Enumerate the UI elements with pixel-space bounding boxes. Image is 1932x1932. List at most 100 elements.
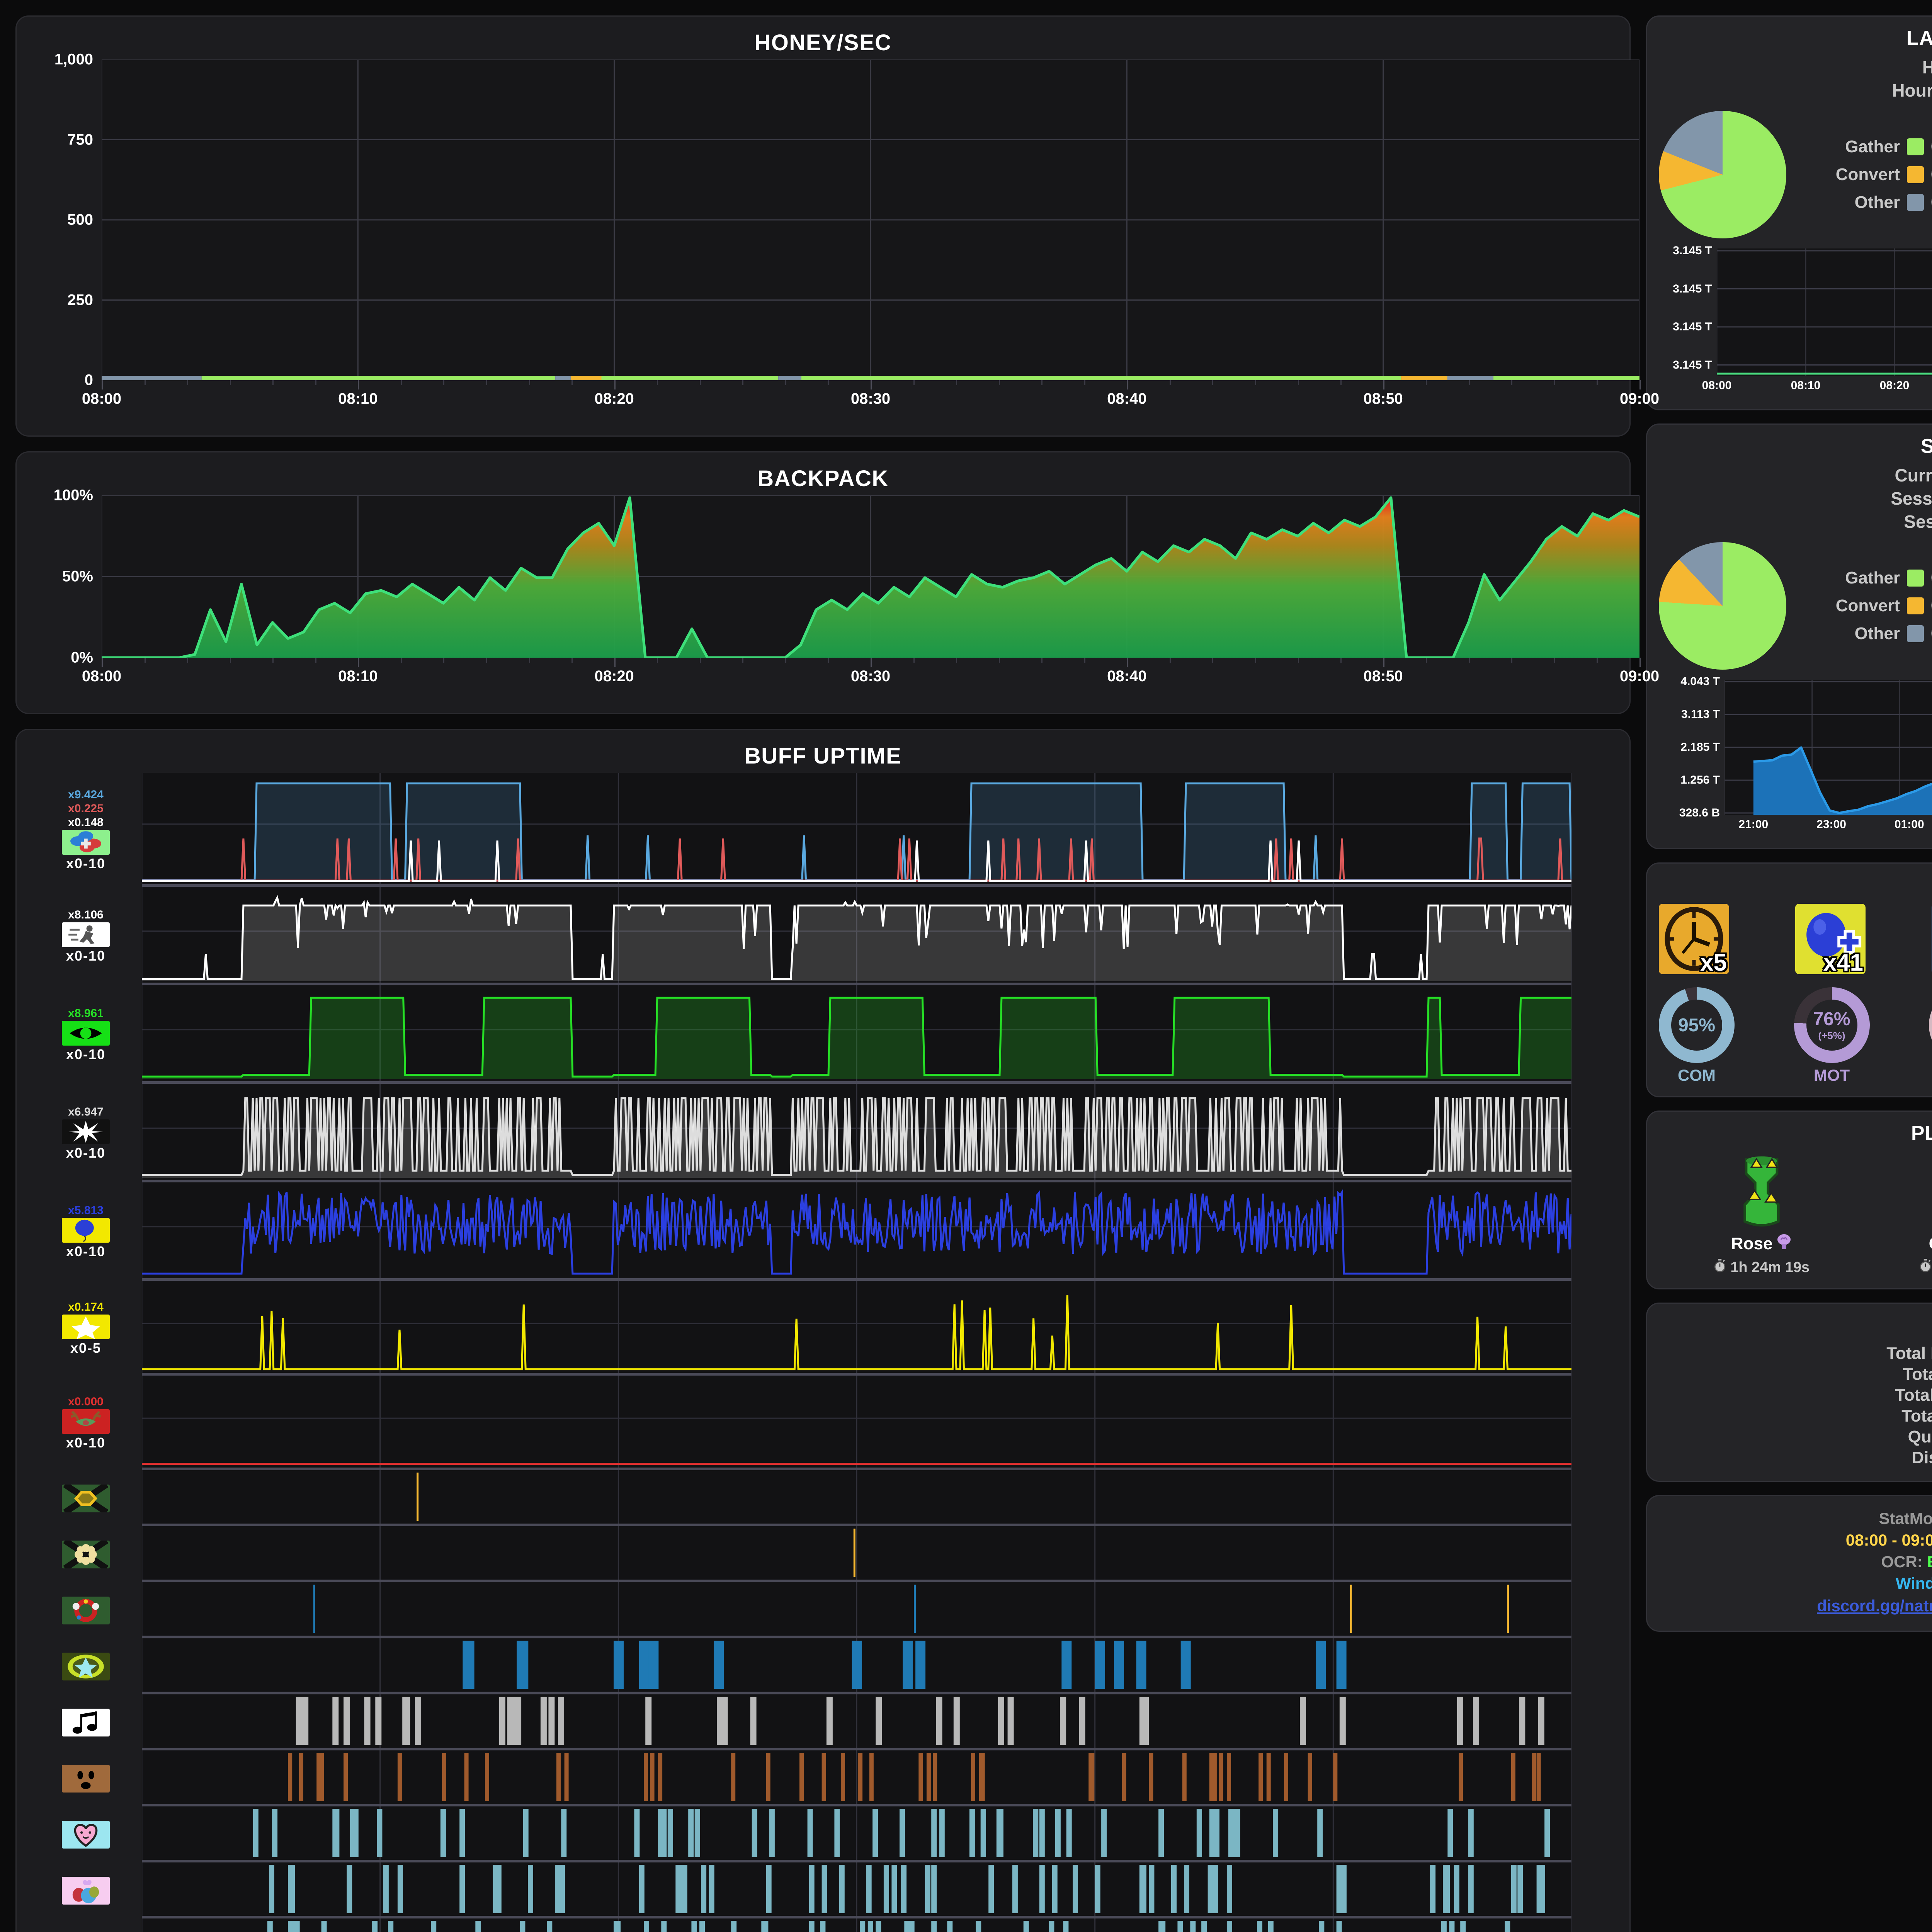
- x-axis-tick: [699, 658, 701, 663]
- mini-y-tick: 3.113 T: [1681, 708, 1720, 721]
- planter-label: Cactus: [1929, 1234, 1932, 1253]
- buffs-panel: BUFFS x5x41x6.00x0x1 95%COM76%(+5%)MOT84…: [1646, 862, 1932, 1097]
- buff-clock-icon[interactable]: x5: [1659, 904, 1729, 974]
- ring-delta: (+5%): [1818, 1030, 1845, 1041]
- x-axis-tick: [1212, 658, 1214, 663]
- buff-row-token-flower[interactable]: [30, 1526, 142, 1582]
- x-axis-label: 08:10: [338, 668, 378, 685]
- x-axis-tick: [1639, 380, 1641, 389]
- buff-row-compass[interactable]: N: [30, 1918, 142, 1932]
- x-axis-tick: [1383, 380, 1384, 389]
- buff-row-star[interactable]: x0.174 x0-5: [30, 1281, 142, 1376]
- mini-x-tick: 08:20: [1879, 379, 1910, 392]
- buff-ring-mot[interactable]: 76% (+5%) MOT: [1794, 987, 1870, 1085]
- x-axis-label: 08:30: [850, 390, 891, 407]
- x-axis-label: 09:00: [1619, 390, 1660, 407]
- buff-row-token-gold[interactable]: [30, 1470, 142, 1526]
- legend-name: Convert: [1835, 165, 1900, 184]
- mini-y-tick: 2.185 T: [1680, 741, 1720, 754]
- x-axis-tick: [1511, 380, 1513, 385]
- x-axis-tick: [144, 380, 146, 385]
- buff-multiplier-secondary: x0.225: [68, 802, 104, 815]
- music-note-icon: [62, 1708, 110, 1736]
- gumdrops-icon: [62, 1876, 110, 1905]
- mini-y-tick: 1.256 T: [1680, 774, 1720, 787]
- session-pie-chart: [1659, 542, 1786, 670]
- backpack-svg: [102, 495, 1639, 658]
- x-axis-tick: [614, 658, 616, 667]
- last-hour-mini-chart: 3.145 T 3.145 T 3.145 T 3.145 T 08:00 08:10 08…: [1673, 244, 1932, 398]
- mini-y-tick: 3.145 T: [1673, 358, 1712, 371]
- ocr-line: OCR: Enabled (en-US): [1659, 1553, 1932, 1571]
- planter-timer: 1h 24m 19s: [1919, 1258, 1932, 1277]
- buff-row-burst[interactable]: x6.947 x0-10: [30, 1084, 142, 1182]
- planter-time-text: 1h 24m 19s: [1730, 1259, 1810, 1276]
- hourly-average-label: Hourly Average: [1892, 80, 1932, 100]
- x-axis-tick: [998, 380, 1000, 385]
- legend-row: Convert 00:05:41 10%: [1799, 165, 1932, 184]
- os-line: Windows 11 Home: [1895, 1574, 1932, 1592]
- last-hour-panel: LAST HOUR Honey Earned 0 Hourly Average …: [1646, 15, 1932, 410]
- x-axis-tick: [1340, 658, 1342, 663]
- x-axis-tick: [871, 380, 872, 389]
- discord-link[interactable]: discord.gg/natromacro: [1817, 1597, 1932, 1615]
- other-swatch: [1907, 625, 1924, 642]
- stat-row: Total Bug Kills1066: [1659, 1386, 1932, 1405]
- buff-row-sticker[interactable]: [30, 1638, 142, 1694]
- buff-uptime-card: BUFF UPTIME x9.424 x0.225 x0.148 x0-10 x8.10…: [15, 729, 1631, 1932]
- buff-row-wreath[interactable]: [30, 1582, 142, 1638]
- x-axis-tick: [230, 380, 231, 385]
- buff-row-focus[interactable]: x8.961 x0-10: [30, 985, 142, 1084]
- stopwatch-icon: [1713, 1258, 1726, 1277]
- honey-per-sec-title: HONEY/SEC: [754, 30, 892, 55]
- buff-row-heart[interactable]: [30, 1806, 142, 1862]
- honey-per-sec-card: HONEY/SEC 0 250 500 750 1,000 08:00 08:10 08:20…: [15, 15, 1659, 437]
- buff-row-bear[interactable]: [30, 1750, 142, 1806]
- session-honey-row: Session Honey 1.369 T: [1659, 488, 1932, 509]
- buff-row-balloon[interactable]: x5.813 x0-10: [30, 1182, 142, 1281]
- x-axis-tick: [742, 380, 744, 385]
- running-icon: [62, 922, 110, 947]
- ocr-label: OCR:: [1881, 1553, 1927, 1571]
- gather-swatch: [1907, 138, 1924, 155]
- x-axis-tick: [486, 658, 487, 663]
- eye-icon: [62, 1020, 110, 1046]
- planter-name: Rose: [1731, 1233, 1792, 1254]
- buff-row-haste[interactable]: x8.106 x0-10: [30, 887, 142, 985]
- footer-panel: StatMonitor v2.3 by SP 08:00 - 09:00 • J…: [1646, 1495, 1932, 1632]
- star-sticker-icon: [62, 1652, 110, 1680]
- buff-balloon-plus-icon[interactable]: x41: [1795, 904, 1866, 974]
- planter-cactus[interactable]: Cactus 1h 24m 19s: [1865, 1152, 1932, 1277]
- session-breakdown: Gather 09:14:03 76% Convert 01:25:40 12%…: [1659, 542, 1932, 670]
- buff-row-antlers[interactable]: x0.000 x0-10: [30, 1376, 142, 1470]
- x-axis-tick: [828, 658, 829, 663]
- buff-row-music[interactable]: [30, 1694, 142, 1750]
- red-antler-icon: [62, 1409, 110, 1434]
- buff-ring-com[interactable]: 95% COM: [1659, 987, 1735, 1085]
- y-axis-tick: 750: [67, 131, 93, 148]
- x-axis-tick: [1426, 380, 1427, 385]
- x-axis-tick: [828, 380, 829, 385]
- convert-swatch: [1907, 597, 1924, 614]
- x-axis-tick: [1383, 658, 1384, 667]
- buff-ring-sat[interactable]: 84%SAT: [1929, 987, 1932, 1085]
- legend-row: Other 01:30:35 12%: [1799, 624, 1932, 643]
- buff-multiplier: x41: [1823, 949, 1863, 974]
- buff-multiplier-primary: x5.813: [68, 1204, 104, 1217]
- mini-x-tick: 01:00: [1894, 818, 1924, 831]
- buff-uptime-plot: x9.424 x0.225 x0.148 x0-10 x8.106 x0-10 x8.961…: [62, 773, 1571, 1932]
- buff-multiplier-primary: x9.424: [68, 788, 104, 801]
- ring-label: MOT: [1813, 1066, 1850, 1084]
- ring-center: 76% (+5%): [1806, 1000, 1857, 1051]
- x-axis-tick: [187, 380, 189, 385]
- progress-ring: 95%: [1659, 987, 1735, 1063]
- buffs-title: BUFFS: [1659, 874, 1932, 897]
- mini-x-tick: 23:00: [1816, 818, 1846, 831]
- buff-row-gumdrops[interactable]: [30, 1862, 142, 1918]
- planter-rose[interactable]: Rose 1h 24m 19s: [1660, 1152, 1863, 1277]
- x-axis-label: 08:00: [82, 668, 122, 685]
- buff-row-bonus-clover[interactable]: x9.424 x0.225 x0.148 x0-10: [30, 773, 142, 887]
- x-axis-label: 08:20: [594, 668, 634, 685]
